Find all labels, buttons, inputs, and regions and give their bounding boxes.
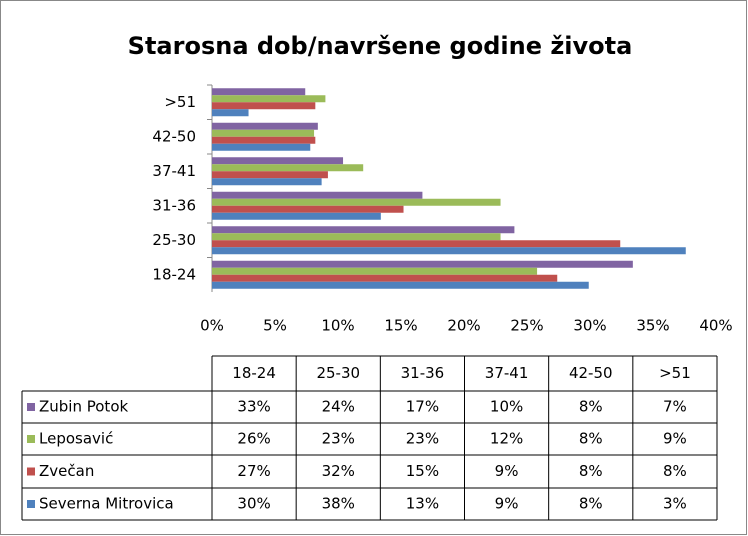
bar (212, 205, 404, 213)
legend-label: Zvečan (39, 462, 94, 480)
x-tick-label: 25% (510, 317, 543, 335)
x-tick-label: 30% (573, 317, 606, 335)
table-value: 10% (490, 398, 523, 416)
table-value: 8% (579, 495, 603, 513)
y-tick-label: 31-36 (152, 196, 196, 214)
bar (212, 191, 423, 199)
bar (212, 267, 538, 275)
table-value: 26% (237, 430, 270, 448)
table-value: 17% (406, 398, 439, 416)
y-tick-label: 42-50 (152, 127, 196, 145)
table-value: 8% (579, 398, 603, 416)
bar (212, 171, 328, 179)
table-value: 9% (663, 430, 687, 448)
table-header: 31-36 (401, 364, 445, 382)
x-tick-label: 40% (699, 317, 732, 335)
x-tick-label: 20% (447, 317, 480, 335)
table-value: 8% (579, 462, 603, 480)
table-value: 12% (490, 430, 523, 448)
legend-label: Severna Mitrovica (39, 495, 174, 513)
table-value: 32% (322, 462, 355, 480)
bar (212, 226, 515, 234)
table-value: 33% (237, 398, 270, 416)
table-value: 13% (406, 495, 439, 513)
table-value: 23% (406, 430, 439, 448)
table-value: 8% (579, 430, 603, 448)
legend-key (27, 500, 35, 508)
bar (212, 260, 633, 268)
table-header: 37-41 (485, 364, 529, 382)
bar (212, 102, 316, 110)
x-tick-label: 0% (200, 317, 224, 335)
bar (212, 164, 364, 172)
bar (212, 212, 381, 220)
bar (212, 109, 249, 117)
bar (212, 281, 589, 289)
chart-title: Starosna dob/navršene godine života (128, 32, 633, 60)
table-header: 18-24 (232, 364, 276, 382)
bar (212, 95, 326, 103)
bar (212, 247, 686, 255)
bar (212, 136, 316, 144)
bar (212, 88, 306, 96)
x-tick-label: 5% (263, 317, 287, 335)
table-value: 7% (663, 398, 687, 416)
x-tick-label: 15% (384, 317, 417, 335)
table-header: 42-50 (569, 364, 613, 382)
bar (212, 198, 501, 206)
legend-key (27, 403, 35, 411)
bar (212, 157, 344, 165)
bar (212, 129, 315, 137)
legend-key (27, 435, 35, 443)
table-value: 15% (406, 462, 439, 480)
y-tick-label: 18-24 (152, 265, 196, 283)
table-value: 27% (237, 462, 270, 480)
table-value: 9% (495, 462, 519, 480)
legend-label: Zubin Potok (39, 398, 128, 416)
legend-key (27, 467, 35, 476)
table-value: 3% (663, 495, 687, 513)
bar (212, 122, 318, 130)
table-value: 9% (495, 495, 519, 513)
table-value: 38% (322, 495, 355, 513)
y-tick-label: >51 (164, 93, 196, 111)
bar (212, 233, 501, 241)
bar (212, 274, 558, 282)
table-value: 30% (237, 495, 270, 513)
table-header: 25-30 (316, 364, 360, 382)
y-tick-label: 37-41 (152, 162, 196, 180)
bar (212, 178, 322, 186)
table-header: >51 (659, 364, 691, 382)
x-tick-label: 10% (321, 317, 354, 335)
y-tick-label: 25-30 (152, 231, 196, 249)
table-value: 8% (663, 462, 687, 480)
table-value: 24% (322, 398, 355, 416)
legend-label: Leposavić (39, 430, 113, 448)
table-value: 23% (322, 430, 355, 448)
x-tick-label: 35% (636, 317, 669, 335)
bar (212, 143, 311, 151)
bar (212, 240, 621, 248)
